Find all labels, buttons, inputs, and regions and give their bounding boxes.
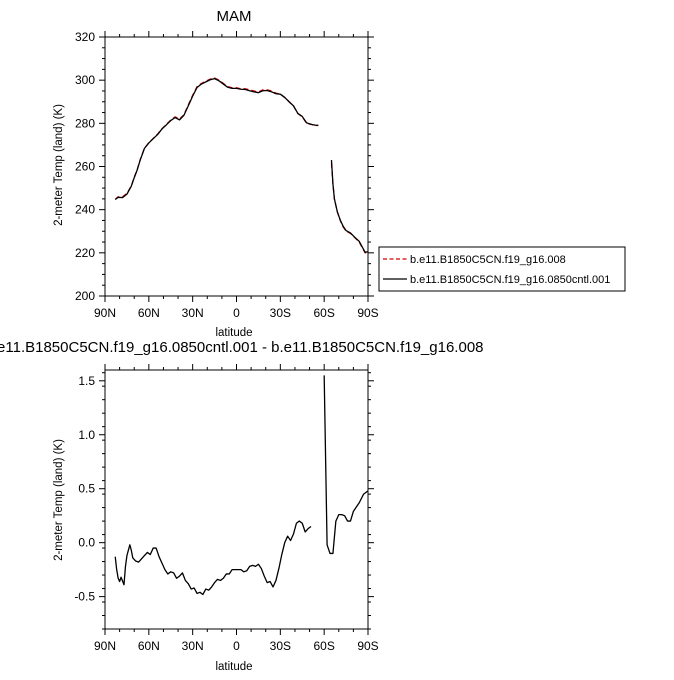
bottom-y-tick-label: 0.5 <box>78 482 95 496</box>
bottom-y-tick-label: 1.0 <box>78 428 95 442</box>
bottom-y-tick-label: 0.0 <box>78 536 95 550</box>
bottom-series-lines <box>114 375 369 596</box>
top-series-lines <box>114 77 369 254</box>
legend: b.e11.B1850C5CN.f19_g16.008 b.e11.B1850C… <box>378 246 626 292</box>
top-series-2-segment-2 <box>330 159 369 253</box>
legend-label-1: b.e11.B1850C5CN.f19_g16.008 <box>410 254 566 266</box>
bottom-chart-title: b.e11.B1850C5CN.f19_g16.0850cntl.001 - b… <box>0 339 483 356</box>
top-x-tick-label: 90S <box>357 306 378 320</box>
bottom-series-1-segment-2 <box>323 375 369 555</box>
bottom-series-1-segment-1 <box>114 520 312 596</box>
top-y-axis-label: 2-meter Temp (land) (K) <box>53 104 65 226</box>
top-y-tick-label: 260 <box>75 160 95 174</box>
top-x-axis-label: latitude <box>215 327 252 339</box>
top-series-1-segment-1 <box>114 77 319 200</box>
top-x-tick-label: 60N <box>138 306 160 320</box>
bottom-y-tick-label: -0.5 <box>74 590 95 604</box>
bottom-plot-frame <box>104 369 369 630</box>
top-x-tick-label: 90N <box>94 306 116 320</box>
bottom-x-tick-label: 60S <box>313 639 334 653</box>
bottom-tick-labels: 90N 60N 30N 0 30S 60S 90S -0.5 0.0 0.5 1.0 1.5 <box>74 374 378 653</box>
bottom-y-tick-label: 1.5 <box>78 374 95 388</box>
bottom-x-tick-label: 60N <box>138 639 160 653</box>
bottom-x-axis-label: latitude <box>215 661 252 673</box>
top-x-tick-label: 30S <box>270 306 291 320</box>
bottom-y-axis-label: 2-meter Temp (land) (K) <box>53 439 65 561</box>
top-tick-labels: 90N 60N 30N 0 30S 60S 90S 200 220 240 260 280 300 320 <box>75 30 379 320</box>
bottom-x-tick-label: 30N <box>182 639 204 653</box>
top-y-tick-label: 320 <box>75 30 95 44</box>
bottom-x-tick-label: 90S <box>357 639 378 653</box>
bottom-x-tick-label: 90N <box>94 639 116 653</box>
bottom-x-tick-label: 30S <box>270 639 291 653</box>
bottom-ticks <box>99 364 374 635</box>
top-y-tick-label: 200 <box>75 289 95 303</box>
top-y-tick-label: 240 <box>75 203 95 217</box>
top-ticks <box>99 31 374 302</box>
top-y-tick-label: 280 <box>75 116 95 130</box>
top-x-tick-label: 60S <box>313 306 334 320</box>
top-x-tick-label: 30N <box>182 306 204 320</box>
bottom-x-tick-label: 0 <box>233 639 240 653</box>
top-plot-frame <box>104 36 369 297</box>
legend-box <box>378 246 626 292</box>
top-chart-title: MAM <box>217 8 252 25</box>
top-series-2-segment-1 <box>114 78 319 201</box>
top-panel: MAM 90N 60N 30N 0 30S 60S 90S 200 220 240 260 280 30… <box>53 8 379 339</box>
top-y-tick-label: 300 <box>75 73 95 87</box>
top-y-tick-label: 220 <box>75 246 95 260</box>
bottom-panel: b.e11.B1850C5CN.f19_g16.0850cntl.001 - b… <box>0 339 483 673</box>
legend-label-2: b.e11.B1850C5CN.f19_g16.0850cntl.001 <box>410 274 610 286</box>
top-x-tick-label: 0 <box>233 306 240 320</box>
